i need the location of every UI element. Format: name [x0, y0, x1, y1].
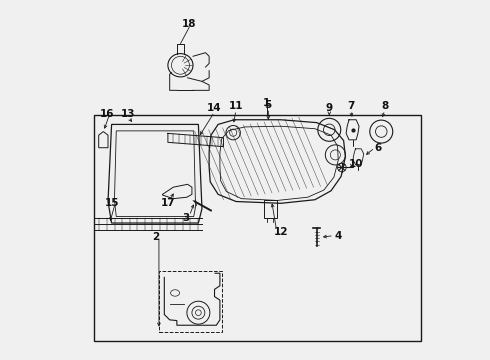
Text: 1: 1 — [263, 98, 270, 108]
Text: 6: 6 — [374, 143, 381, 153]
Text: 9: 9 — [326, 103, 333, 113]
Text: 3: 3 — [182, 213, 190, 222]
Text: 16: 16 — [99, 109, 114, 119]
Bar — [159, 271, 221, 332]
Text: 7: 7 — [347, 102, 354, 112]
Text: 12: 12 — [273, 227, 288, 237]
Bar — [264, 201, 276, 218]
Text: 5: 5 — [265, 100, 272, 110]
Text: 4: 4 — [335, 231, 342, 240]
Text: 8: 8 — [381, 102, 389, 112]
Text: 13: 13 — [121, 109, 136, 119]
Text: 17: 17 — [161, 198, 175, 208]
Text: 2: 2 — [152, 232, 159, 242]
Text: 10: 10 — [349, 159, 364, 169]
Text: 15: 15 — [105, 198, 120, 208]
Text: 11: 11 — [229, 102, 243, 112]
Text: 14: 14 — [207, 103, 222, 113]
Bar — [95, 116, 421, 341]
Text: 18: 18 — [182, 19, 196, 29]
